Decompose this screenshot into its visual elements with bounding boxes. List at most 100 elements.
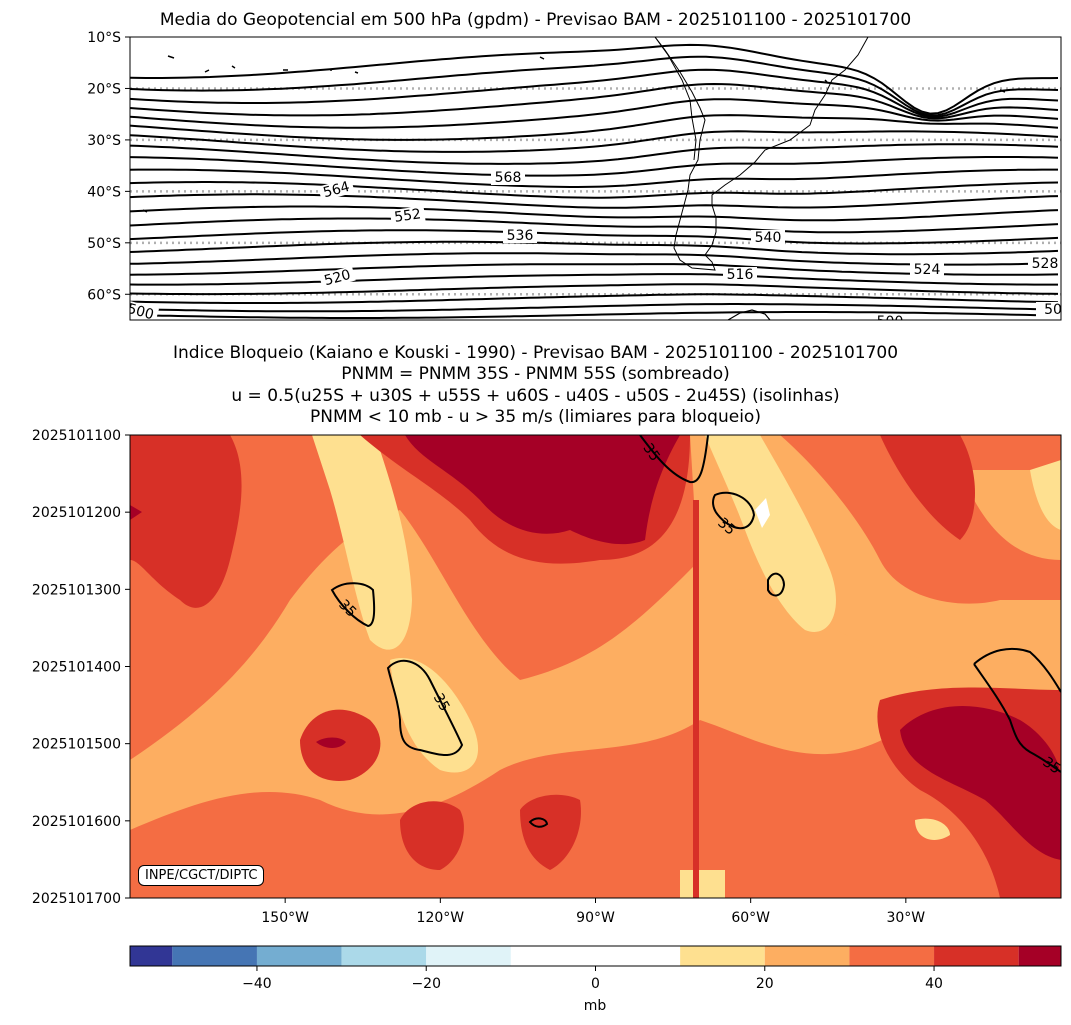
svg-text:35: 35 [430, 691, 453, 714]
svg-text:50: 50 [1044, 302, 1062, 318]
heat-region-10-20-d [1030, 460, 1061, 530]
svg-text:564: 564 [322, 179, 352, 201]
geopotential-isoline [130, 240, 1059, 256]
geopotential-contour-label: 524 [910, 262, 944, 278]
colorbar-segment [172, 946, 257, 966]
heat-region-40-50-c [880, 435, 975, 540]
geopotential-contour-label: 564 [317, 177, 355, 201]
geopotential-isoline [130, 168, 1058, 188]
colorbar-tick-label: 20 [756, 976, 774, 992]
colorbar-segment [510, 946, 681, 966]
geopotential-contour-label: 500 [873, 314, 907, 330]
geopotential-contour-label: 568 [491, 170, 525, 186]
geopotential-isoline [130, 311, 1059, 319]
svg-text:568: 568 [495, 170, 522, 186]
geopotential-isoline [130, 263, 1059, 276]
lat-tick-label: 60°S [87, 287, 121, 303]
svg-text:500: 500 [877, 314, 904, 330]
geopotential-contour-label: 50 [1036, 302, 1062, 318]
heat-region-gt50-d [130, 505, 142, 520]
blocking-title-line-3: u = 0.5(u25S + u30S + u55S + u60S - u40S… [231, 386, 840, 406]
u35-contour-label: 35 [430, 691, 453, 714]
geopotential-isoline [130, 143, 1059, 165]
geopotential-isoline [130, 55, 1059, 117]
colorbar-label: mb [584, 998, 607, 1014]
geopotential-isoline [130, 98, 1059, 129]
svg-text:520: 520 [323, 267, 353, 289]
blocking-title-line-2: PNMM = PNMM 35S - PNMM 55S (sombreado) [341, 364, 730, 384]
lat-tick-label: 30°S [87, 133, 121, 149]
geopotential-isoline [130, 82, 1059, 120]
svg-text:500: 500 [126, 301, 156, 323]
lon-tick-label: 90°W [576, 910, 615, 926]
geopotential-isoline [130, 205, 1059, 222]
coastline-south-america [654, 37, 869, 271]
heat-region-40-50-h [693, 500, 699, 898]
colorbar-segment [426, 946, 511, 966]
geopotential-contour-labels: 564 568 552 536 540 520 516 524 528 500 50 500 [126, 170, 1062, 330]
colorbar-tick-label: −20 [411, 976, 441, 992]
time-tick-label: 2025101100 [32, 428, 121, 444]
heat-region-40-50-a [130, 435, 242, 608]
map-title: Media do Geopotencial em 500 hPa (gpdm) … [159, 10, 912, 30]
geopotential-isoline [130, 229, 1059, 245]
geopotential-contour-label: 540 [751, 230, 785, 246]
geopotential-contour-label: 500 [126, 299, 160, 323]
lat-tick-label: 20°S [87, 81, 121, 97]
geopotential-contour-label: 516 [723, 267, 757, 283]
geopotential-isoline [130, 193, 1059, 209]
geopotential-contour-label: 528 [1028, 256, 1061, 272]
heat-region-10-20-f [915, 818, 950, 840]
geopotential-contour-label: 536 [503, 228, 537, 244]
lon-tick-label: 150°W [261, 910, 309, 926]
heat-region-40-50-f [400, 801, 464, 870]
svg-text:528: 528 [1032, 256, 1059, 272]
svg-text:552: 552 [393, 206, 422, 226]
geopotential-isoline [130, 283, 1059, 296]
colorbar-segment [130, 946, 173, 966]
geopotential-isoline [130, 181, 1059, 199]
geopotential-isoline [130, 303, 1059, 313]
geopotential-isoline [130, 252, 1059, 266]
lon-tick-label: 120°W [417, 910, 465, 926]
geopotential-contour-label: 520 [318, 265, 356, 289]
coastline-antarctic-peninsula [727, 309, 771, 320]
blocking-title-line-1: Indice Bloqueio (Kaiano e Kouski - 1990)… [172, 343, 899, 363]
u35-contours [330, 435, 1061, 828]
geopotential-contour-label: 552 [389, 205, 426, 226]
colorbar-segment [849, 946, 935, 966]
colorbar-segment [1018, 946, 1061, 966]
geopotential-isoline [130, 43, 1059, 115]
geopotential-isoline [130, 156, 1059, 177]
colorbar-segment [934, 946, 1019, 966]
geopotential-isoline [130, 130, 1059, 153]
colorbar-segment [764, 946, 850, 966]
svg-text:516: 516 [727, 267, 754, 283]
lat-tick-label: 40°S [87, 184, 121, 200]
lon-tick-label: 30°W [886, 910, 925, 926]
colorbar-tick-label: −40 [242, 976, 272, 992]
svg-text:536: 536 [507, 228, 534, 244]
geopotential-contours [130, 43, 1059, 319]
heatmap-longitude-axis: 150°W 120°W 90°W 60°W 30°W [261, 898, 925, 926]
colorbar-segment [256, 946, 342, 966]
colorbar-segment [341, 946, 427, 966]
colorbar-tick-label: 0 [591, 976, 600, 992]
geopotential-isoline [130, 217, 1059, 234]
heat-region-gt50-a [405, 435, 680, 545]
blocking-title-line-4: PNMM < 10 mb - u > 35 m/s (limiares para… [310, 407, 761, 427]
geopotential-isoline [130, 293, 1059, 304]
colorbar: −40 −20 0 20 40 [129, 945, 1062, 992]
heat-region-gt50-c [316, 737, 346, 748]
time-tick-label: 2025101500 [32, 737, 121, 753]
lon-tick-label: 60°W [731, 910, 770, 926]
time-tick-label: 2025101300 [32, 582, 121, 598]
geopotential-isoline [130, 68, 1059, 118]
svg-text:540: 540 [755, 230, 782, 246]
heat-region-white [755, 498, 770, 528]
time-tick-label: 2025101600 [32, 814, 121, 830]
time-tick-label: 2025101700 [32, 891, 121, 907]
heat-region-10-20-e [680, 870, 725, 898]
svg-text:524: 524 [914, 262, 941, 278]
